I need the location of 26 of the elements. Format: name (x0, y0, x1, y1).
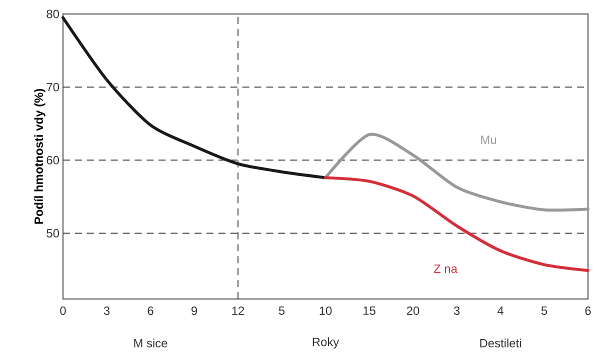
x-tick-label: 0 (60, 306, 66, 315)
x-tick-label: 20 (406, 306, 420, 315)
y-tick-label: 80 (46, 10, 60, 18)
line-series (324, 176, 590, 272)
line-series (324, 132, 590, 212)
x-tick-label: 3 (104, 306, 110, 315)
x-tick-label: 12 (232, 306, 244, 315)
text: Mu (481, 136, 496, 144)
x-tick-label: 3 (454, 306, 460, 315)
y-axis-title: Podíl hmotnosti vdy (%) (34, 89, 46, 224)
text: Roky (312, 337, 340, 349)
x-tick-label: 10 (320, 306, 332, 315)
x-tick-label: 9 (191, 306, 198, 315)
line-series (62, 16, 327, 180)
x-tick-label: 5 (541, 306, 548, 315)
y-tick-label: 70 (46, 82, 60, 92)
text: Destileti (480, 338, 521, 348)
text: Z na (434, 264, 458, 273)
x-tick-label: 4 (497, 306, 504, 315)
x-tick-label: 6 (585, 306, 591, 315)
y-tick-label: 60 (46, 156, 60, 164)
x-tick-label: 6 (148, 306, 154, 315)
text: M sice (134, 338, 168, 348)
x-tick-label: 5 (278, 306, 285, 315)
x-tick-label: 15 (364, 306, 376, 315)
y-tick-label: 50 (46, 229, 60, 238)
